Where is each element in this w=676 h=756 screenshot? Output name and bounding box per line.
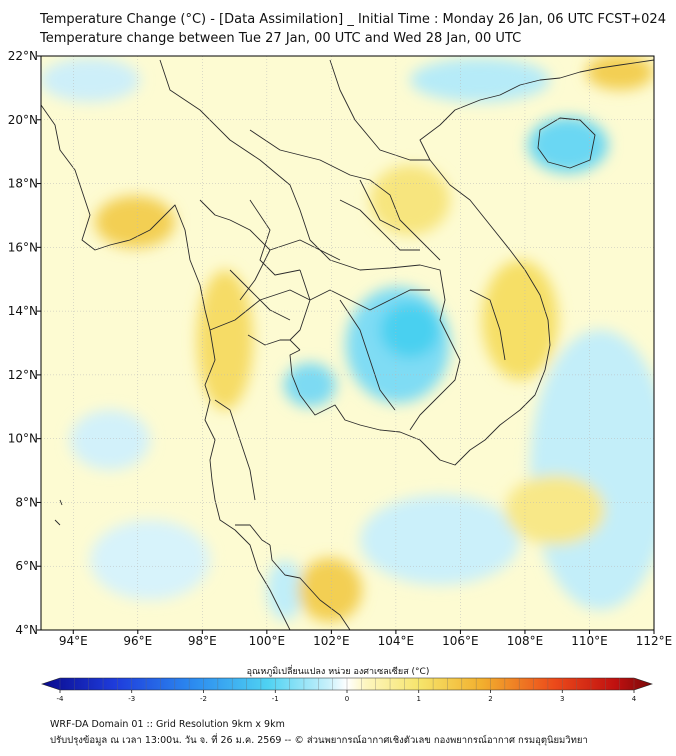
map-subtitle: Temperature change between Tue 27 Jan, 0… (40, 31, 522, 46)
lon-tick-label: 96°E (123, 634, 152, 648)
coastline-borders (41, 59, 654, 630)
lon-tick-label: 98°E (188, 634, 217, 648)
cool-region-gulf-thailand (284, 363, 336, 407)
colorbar: -4 -3 -2 -1 0 1 2 3 4 (41, 677, 653, 703)
cool-region-tonle-sap (380, 302, 440, 358)
update-credit: ปรับปรุงข้อมูล ณ เวลา 13:00น. วัน จ. ที่… (50, 735, 588, 746)
lat-tick-label: 4°N (15, 623, 38, 637)
lat-tick-label: 22°N (8, 49, 38, 63)
map-title: Temperature Change (°C) - [Data Assimila… (40, 12, 666, 27)
warm-region-myanmar (95, 196, 175, 248)
lon-tick-label: 108°E (507, 634, 544, 648)
colorbar-tick-label: -3 (128, 695, 135, 703)
colorbar-label: อุณหภูมิเปลี่ยนแปลง หน่วย องศาเซลเซียส (… (246, 667, 430, 677)
cool-region-southeast (530, 330, 654, 610)
lon-tick-label: 94°E (59, 634, 88, 648)
lat-tick-label: 6°N (15, 559, 38, 573)
cool-region-south-west (90, 520, 210, 600)
cool-region-north (410, 58, 550, 102)
cool-region-northwest (41, 58, 140, 102)
lon-tick-label: 104°E (378, 634, 415, 648)
lon-tick-label: 110°E (571, 634, 608, 648)
colorbar-tick-label: 2 (488, 695, 492, 703)
warm-region-laos (370, 165, 450, 235)
warm-region-south (298, 558, 362, 622)
colorbar-tick-label: 1 (417, 695, 421, 703)
map-gridlines (41, 56, 654, 630)
warm-region-northeast (586, 56, 654, 90)
lat-tick-label: 18°N (8, 177, 38, 191)
lon-tick-label: 102°E (313, 634, 350, 648)
lat-tick-label: 12°N (8, 368, 38, 382)
lat-tick-label: 14°N (8, 304, 38, 318)
cool-region-southcenter (360, 495, 520, 585)
cool-region-andaman (70, 410, 150, 470)
longitude-axis: 94°E 96°E 98°E 100°E 102°E 104°E 106°E 108°E 110… (59, 630, 672, 648)
cool-region-hainan (528, 117, 608, 173)
map-frame (40, 55, 655, 631)
colorbar-tick-label: 0 (345, 695, 349, 703)
lon-tick-label: 106°E (442, 634, 479, 648)
colorbar-tick-label: 3 (560, 695, 564, 703)
colorbar-tick-label: -2 (200, 695, 207, 703)
warm-region-myanmar-south (197, 270, 253, 410)
lat-tick-label: 8°N (15, 495, 38, 509)
lon-tick-label: 100°E (249, 634, 286, 648)
lon-tick-label: 112°E (636, 634, 673, 648)
warm-region-south-sea (505, 475, 605, 545)
model-info: WRF-DA Domain 01 :: Grid Resolution 9km … (50, 719, 285, 730)
latitude-axis: 4°N 6°N 8°N 10°N 12°N 14°N 16°N 18°N 20°N 22°N (8, 49, 41, 637)
cool-region-malay (267, 560, 303, 620)
lat-tick-label: 20°N (8, 113, 38, 127)
lat-tick-label: 16°N (8, 240, 38, 254)
colorbar-tick-label: -1 (272, 695, 279, 703)
colorbar-tick-label: -4 (57, 695, 65, 703)
lat-tick-label: 10°N (8, 432, 38, 446)
warm-region-vietnam (482, 260, 558, 380)
colorbar-tick-label: 4 (632, 695, 637, 703)
